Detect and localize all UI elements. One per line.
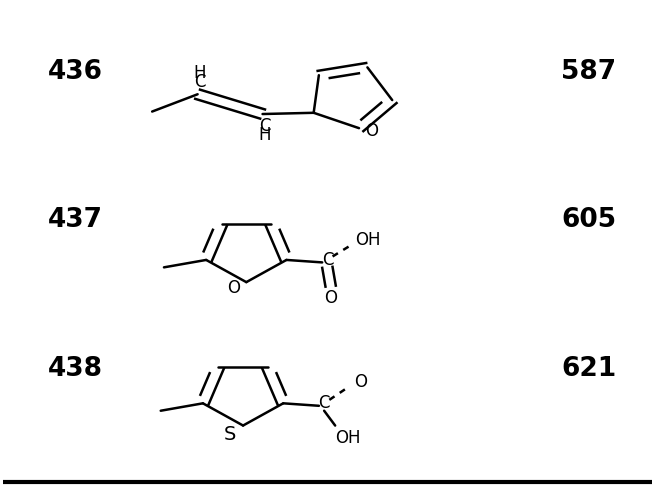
Text: 605: 605	[561, 208, 616, 234]
Text: C: C	[318, 394, 330, 412]
Text: 436: 436	[48, 59, 103, 85]
Text: OH: OH	[355, 230, 381, 248]
Text: H: H	[258, 126, 271, 144]
Text: O: O	[365, 122, 379, 140]
Text: O: O	[227, 279, 240, 297]
Text: 621: 621	[561, 356, 616, 382]
Text: O: O	[354, 373, 367, 391]
Text: O: O	[324, 289, 337, 307]
Text: OH: OH	[335, 429, 361, 447]
Text: 437: 437	[48, 208, 103, 234]
Text: C: C	[322, 251, 333, 269]
Text: 438: 438	[48, 356, 103, 382]
Text: C: C	[194, 73, 205, 91]
Text: C: C	[259, 118, 271, 136]
Text: S: S	[224, 425, 236, 444]
Text: 587: 587	[561, 59, 616, 85]
Text: H: H	[193, 64, 206, 82]
